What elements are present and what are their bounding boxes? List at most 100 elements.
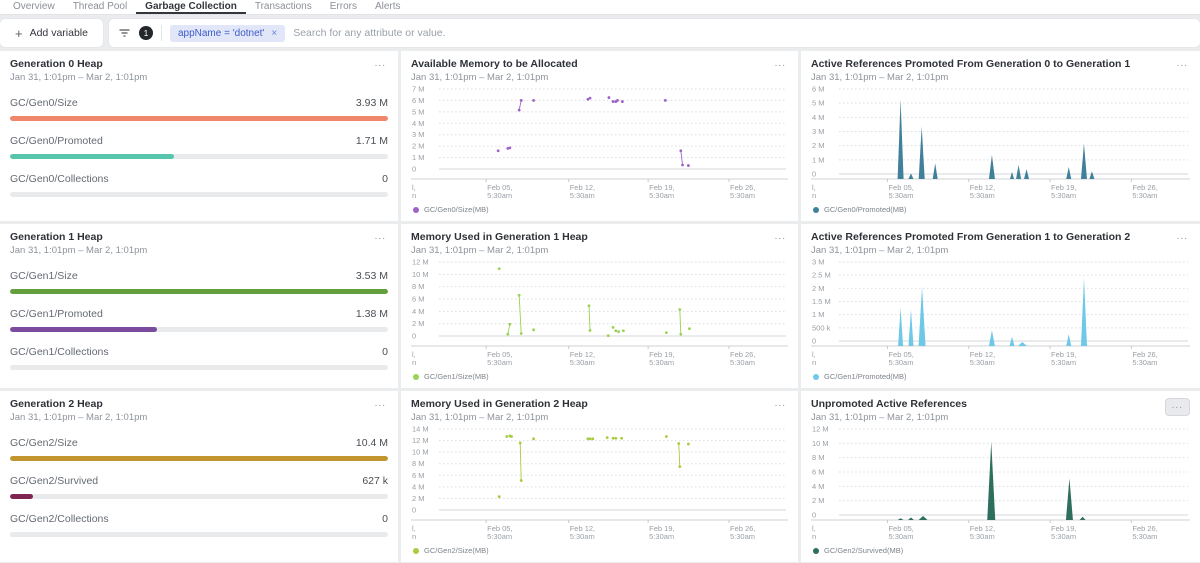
svg-text:2 M: 2 M [812,141,825,150]
legend-dot [413,547,419,554]
panel-menu-button[interactable]: ... [1176,231,1188,242]
panel-menu-button[interactable]: ... [374,231,386,242]
svg-text:10 M: 10 M [812,439,829,448]
svg-text:Feb 12,: Feb 12, [970,183,995,192]
svg-text:4 M: 4 M [812,482,825,491]
tab-thread-pool[interactable]: Thread Pool [72,1,128,12]
filter-bar[interactable]: 1 appName = 'dotnet' × Search for any at… [108,19,1200,47]
svg-text:n: n [812,191,816,200]
panel-title: Generation 1 Heap [10,231,103,243]
chart-panel-gen1-memory: Memory Used in Generation 1 Heap Jan 31,… [401,224,798,388]
chart-legend: GC/Gen2/Size(MB) [411,544,788,557]
svg-text:Feb 19,: Feb 19, [649,350,674,359]
panel-generation-1-heap: Generation 1 Heap Jan 31, 1:01pm – Mar 2… [0,224,398,388]
svg-text:5:30am: 5:30am [1132,532,1157,541]
metric-value: 0 [382,513,388,526]
tab-transactions[interactable]: Transactions [254,1,312,12]
svg-text:Feb 19,: Feb 19, [649,183,674,192]
panel-menu-button[interactable]: ... [1164,398,1190,416]
panel-title: Unpromoted Active References [811,398,967,410]
svg-text:1.5 M: 1.5 M [812,297,831,306]
svg-text:Feb 05,: Feb 05, [487,350,512,359]
panel-date-range: Jan 31, 1:01pm – Mar 2, 1:01pm [811,412,949,424]
metric-bar [10,192,388,198]
remove-filter-icon[interactable]: × [271,27,278,39]
panel-title: Active References Promoted From Generati… [811,231,1131,243]
svg-text:Feb 26,: Feb 26, [1132,183,1157,192]
svg-text:5:30am: 5:30am [970,191,995,200]
svg-text:5:30am: 5:30am [1051,358,1076,367]
svg-text:l,: l, [412,183,416,192]
svg-text:n: n [412,191,416,200]
svg-text:14 M: 14 M [412,425,429,434]
svg-text:5:30am: 5:30am [730,532,755,541]
separator [160,25,162,41]
tab-overview[interactable]: Overview [13,1,55,12]
tab-errors[interactable]: Errors [329,1,357,12]
legend-dot [413,373,419,380]
panel-title: Memory Used in Generation 2 Heap [411,398,588,410]
tab-alerts[interactable]: Alerts [374,1,401,12]
chart-panel-available-memory: Available Memory to be Allocated Jan 31,… [401,51,798,221]
svg-text:5:30am: 5:30am [730,191,755,200]
svg-text:6 M: 6 M [812,468,825,477]
svg-text:5 M: 5 M [812,99,825,108]
metric-gen1-promoted: GC/Gen1/Promoted 1.38 M [10,308,388,333]
svg-text:10 M: 10 M [412,270,429,279]
svg-text:0: 0 [412,165,416,174]
metric-gen2-size: GC/Gen2/Size 10.4 M [10,437,388,462]
svg-text:3 M: 3 M [412,130,425,139]
panel-date-range: Jan 31, 1:01pm – Mar 2, 1:01pm [10,412,148,424]
filter-pill[interactable]: appName = 'dotnet' × [169,24,286,42]
add-variable-label: Add variable [29,27,88,39]
legend-label: GC/Gen2/Survived(MB) [824,546,904,555]
metric-label: GC/Gen2/Size [10,437,78,450]
svg-text:Feb 26,: Feb 26, [730,183,755,192]
metric-bar [10,532,388,538]
svg-text:3 M: 3 M [812,258,825,267]
metric-value: 3.53 M [355,270,388,283]
svg-text:5:30am: 5:30am [570,532,595,541]
svg-text:2 M: 2 M [812,496,825,505]
chart-panel-gen2-memory: Memory Used in Generation 2 Heap Jan 31,… [401,391,798,562]
svg-text:6 M: 6 M [412,96,425,105]
svg-text:3 M: 3 M [812,127,825,136]
metric-label: GC/Gen2/Collections [10,513,109,526]
svg-text:0: 0 [812,170,816,179]
svg-text:0: 0 [812,337,816,346]
svg-text:5:30am: 5:30am [1132,191,1157,200]
panel-date-range: Jan 31, 1:01pm – Mar 2, 1:01pm [811,72,949,84]
svg-text:8 M: 8 M [412,459,425,468]
panel-menu-button[interactable]: ... [774,231,786,242]
svg-text:8 M: 8 M [412,282,425,291]
svg-text:5:30am: 5:30am [649,532,674,541]
panel-title: Generation 2 Heap [10,398,103,410]
metric-bar [10,116,388,122]
svg-text:8 M: 8 M [812,453,825,462]
metric-value: 3.93 M [355,97,388,110]
panel-menu-button[interactable]: ... [774,398,786,409]
svg-text:5:30am: 5:30am [487,358,512,367]
metric-bar [10,327,388,333]
metric-gen0-collections: GC/Gen0/Collections 0 [10,173,388,198]
svg-text:5:30am: 5:30am [888,191,913,200]
metric-value: 1.38 M [355,308,388,321]
panel-menu-button[interactable]: ... [774,58,786,69]
panel-menu-button[interactable]: ... [1176,58,1188,69]
search-input[interactable]: Search for any attribute or value. [293,27,446,39]
svg-text:Feb 12,: Feb 12, [970,350,995,359]
panel-menu-button[interactable]: ... [374,58,386,69]
panel-menu-button[interactable]: ... [374,398,386,409]
metric-label: GC/Gen1/Collections [10,346,109,359]
svg-text:12 M: 12 M [812,425,829,434]
panel-title: Memory Used in Generation 1 Heap [411,231,588,243]
add-variable-button[interactable]: + Add variable [0,19,103,47]
metric-value: 0 [382,346,388,359]
svg-text:Feb 12,: Feb 12, [570,350,595,359]
svg-text:4 M: 4 M [812,113,825,122]
svg-text:5:30am: 5:30am [1051,191,1076,200]
legend-dot [813,206,819,213]
filter-icon[interactable] [118,27,131,39]
svg-text:Feb 12,: Feb 12, [970,524,995,533]
tab-garbage-collection[interactable]: Garbage Collection [136,0,246,14]
